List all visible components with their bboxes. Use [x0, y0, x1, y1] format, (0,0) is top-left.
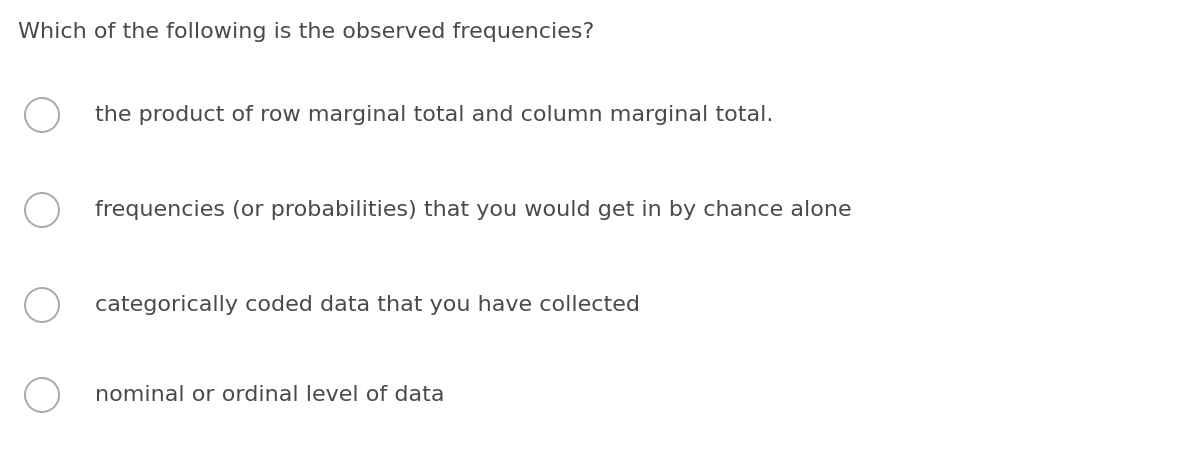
- Text: nominal or ordinal level of data: nominal or ordinal level of data: [95, 385, 444, 405]
- Text: Which of the following is the observed frequencies?: Which of the following is the observed f…: [18, 22, 594, 42]
- Text: frequencies (or probabilities) that you would get in by chance alone: frequencies (or probabilities) that you …: [95, 200, 852, 220]
- Text: categorically coded data that you have collected: categorically coded data that you have c…: [95, 295, 640, 315]
- Text: the product of row marginal total and column marginal total.: the product of row marginal total and co…: [95, 105, 773, 125]
